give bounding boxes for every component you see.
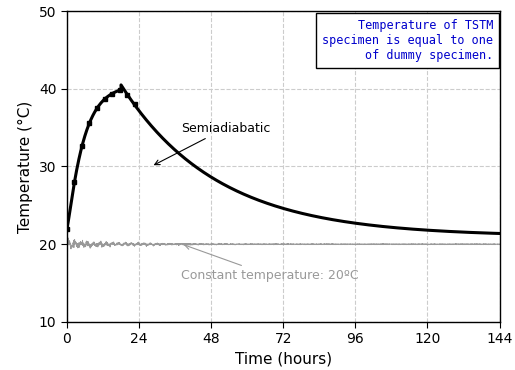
Text: Constant temperature: 20ºC: Constant temperature: 20ºC xyxy=(181,245,359,282)
Text: Semiadiabatic: Semiadiabatic xyxy=(154,121,270,165)
X-axis label: Time (hours): Time (hours) xyxy=(235,352,332,367)
Text: Temperature of TSTM
specimen is equal to one
of dummy specimen.: Temperature of TSTM specimen is equal to… xyxy=(322,19,493,62)
Y-axis label: Temperature (°C): Temperature (°C) xyxy=(19,100,33,233)
